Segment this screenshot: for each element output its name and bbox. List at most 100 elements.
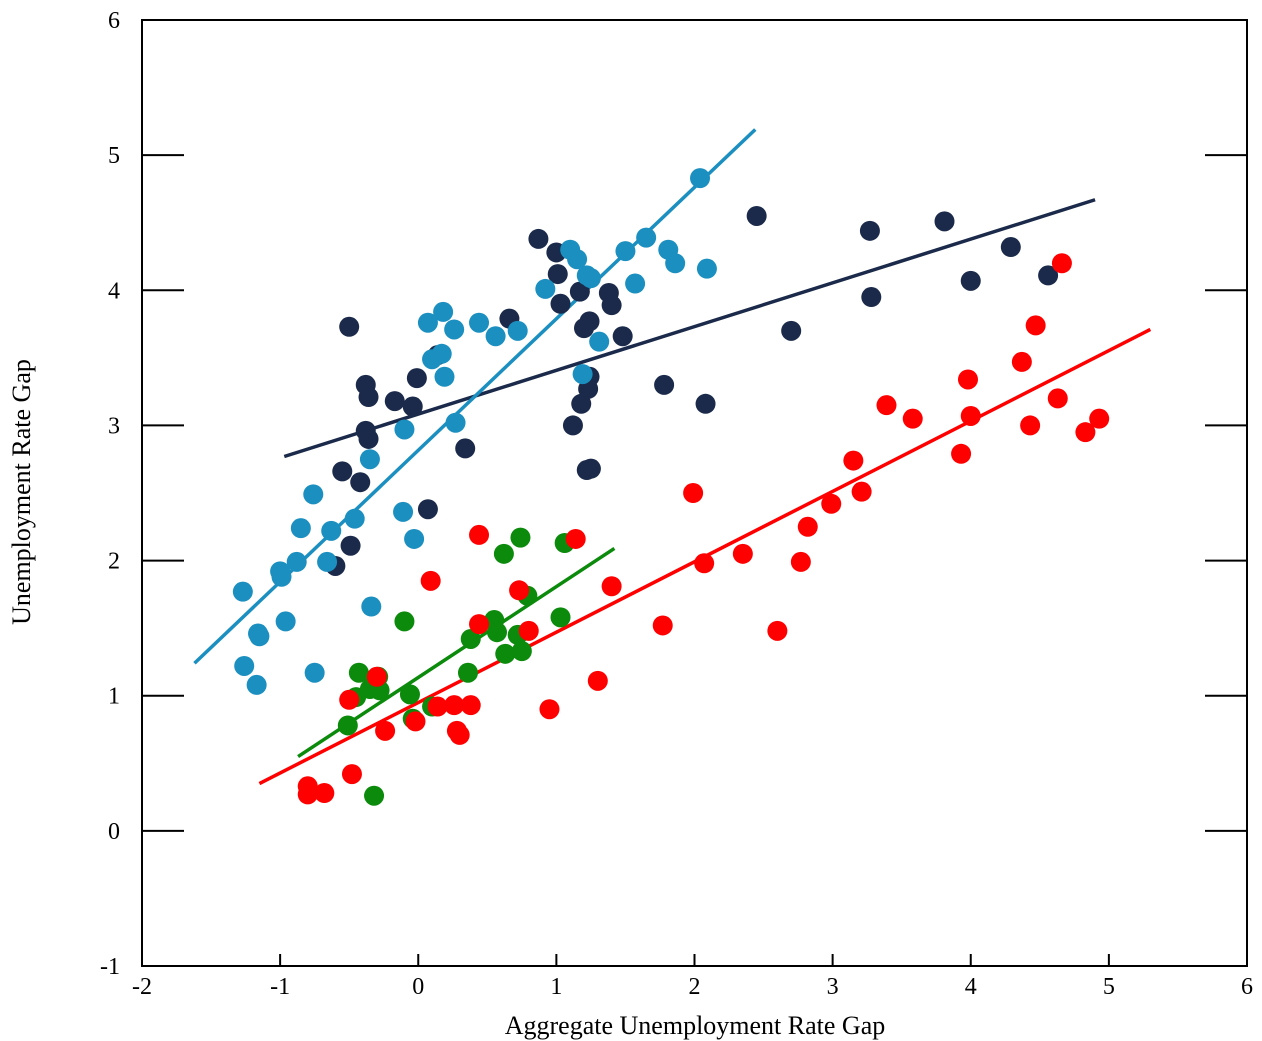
data-point-series-1 <box>455 438 476 459</box>
data-points <box>232 168 1110 806</box>
data-point-series-2 <box>636 227 657 248</box>
data-point-series-4 <box>694 553 715 574</box>
data-point-series-1 <box>861 287 882 308</box>
data-point-series-4 <box>767 620 788 641</box>
data-point-series-1 <box>417 499 438 520</box>
data-point-series-3 <box>399 684 420 705</box>
data-point-series-4 <box>652 615 673 636</box>
data-point-series-4 <box>821 493 842 514</box>
data-point-series-2 <box>615 241 636 262</box>
data-point-series-2 <box>580 268 601 289</box>
data-point-series-1 <box>580 458 601 479</box>
data-point-series-2 <box>433 301 454 322</box>
y-tick-label: 6 <box>108 8 120 34</box>
data-point-series-4 <box>732 543 753 564</box>
data-point-series-4 <box>1020 415 1041 436</box>
x-tick-label: 1 <box>550 974 562 1000</box>
data-point-series-4 <box>851 481 872 502</box>
x-tick-label: 3 <box>827 974 839 1000</box>
data-point-series-1 <box>1000 237 1021 258</box>
data-point-series-2 <box>286 551 307 572</box>
x-tick-label: 4 <box>965 974 977 1000</box>
data-point-series-1 <box>562 415 583 436</box>
data-point-series-3 <box>457 662 478 683</box>
data-point-series-4 <box>960 405 981 426</box>
data-point-series-2 <box>290 518 311 539</box>
data-point-series-1 <box>579 311 600 332</box>
y-tick-label: 4 <box>108 278 120 304</box>
x-tick-label: -2 <box>132 974 152 1000</box>
x-axis-title: Aggregate Unemployment Rate Gap <box>505 1011 886 1040</box>
data-point-series-1 <box>859 220 880 241</box>
data-point-series-4 <box>797 516 818 537</box>
data-point-series-4 <box>876 395 897 416</box>
data-point-series-2 <box>317 551 338 572</box>
data-point-series-1 <box>571 393 592 414</box>
data-point-series-3 <box>510 527 531 548</box>
data-point-series-4 <box>1075 422 1096 443</box>
x-tick-label: -1 <box>270 974 290 1000</box>
data-point-series-4 <box>1025 315 1046 336</box>
data-point-series-1 <box>358 428 379 449</box>
data-point-series-3 <box>493 543 514 564</box>
data-point-series-2 <box>304 662 325 683</box>
data-point-series-2 <box>321 520 342 541</box>
data-point-series-2 <box>535 278 556 299</box>
x-tick-label: 2 <box>689 974 701 1000</box>
data-point-series-2 <box>232 581 253 602</box>
y-tick-label: 2 <box>108 549 120 575</box>
x-tick-label: 5 <box>1103 974 1115 1000</box>
y-tick-label: 5 <box>108 143 120 169</box>
data-point-series-2 <box>665 253 686 274</box>
data-point-series-4 <box>539 699 560 720</box>
data-point-series-4 <box>460 695 481 716</box>
axis-ticks: -1 0 1 2 3 4 5 6 -2 -1 0 1 2 3 4 5 6 <box>100 8 1253 1000</box>
data-point-series-4 <box>902 408 923 429</box>
data-point-series-2 <box>567 249 588 270</box>
y-tick-label: -1 <box>100 954 120 980</box>
data-point-series-4 <box>518 620 539 641</box>
data-point-series-4 <box>469 614 490 635</box>
data-point-series-3 <box>348 662 369 683</box>
data-point-series-4 <box>951 443 972 464</box>
data-point-series-1 <box>402 396 423 417</box>
data-point-series-2 <box>434 366 455 387</box>
fit-lines <box>193 128 1152 786</box>
data-point-series-1 <box>695 393 716 414</box>
data-point-series-3 <box>364 785 385 806</box>
data-point-series-4 <box>1011 351 1032 372</box>
data-point-series-1 <box>960 270 981 291</box>
data-point-series-1 <box>406 368 427 389</box>
data-point-series-3 <box>511 641 532 662</box>
x-tick-label: 6 <box>1241 974 1253 1000</box>
data-point-series-1 <box>528 228 549 249</box>
y-tick-label: 3 <box>108 413 120 439</box>
data-point-series-1 <box>569 281 590 302</box>
y-tick-label: 1 <box>108 684 120 710</box>
data-point-series-3 <box>394 611 415 632</box>
data-point-series-2 <box>507 320 528 341</box>
data-point-series-2 <box>234 655 255 676</box>
data-point-series-1 <box>340 535 361 556</box>
data-point-series-2 <box>361 596 382 617</box>
data-point-series-2 <box>469 312 490 333</box>
data-point-series-1 <box>350 472 371 493</box>
data-point-series-2 <box>690 168 711 189</box>
data-point-series-2 <box>572 364 593 385</box>
data-point-series-2 <box>589 331 610 352</box>
data-point-series-3 <box>495 643 516 664</box>
data-point-series-3 <box>337 715 358 736</box>
data-point-series-2 <box>303 484 324 505</box>
data-point-series-4 <box>375 720 396 741</box>
data-point-series-2 <box>444 319 465 340</box>
data-point-series-4 <box>444 695 465 716</box>
data-point-series-1 <box>384 391 405 412</box>
data-point-series-4 <box>843 450 864 471</box>
data-point-series-1 <box>746 205 767 226</box>
data-point-series-4 <box>314 783 335 804</box>
data-point-series-4 <box>587 670 608 691</box>
data-point-series-2 <box>696 258 717 279</box>
data-point-series-2 <box>359 449 380 470</box>
data-point-series-2 <box>393 501 414 522</box>
data-point-series-1 <box>934 211 955 232</box>
